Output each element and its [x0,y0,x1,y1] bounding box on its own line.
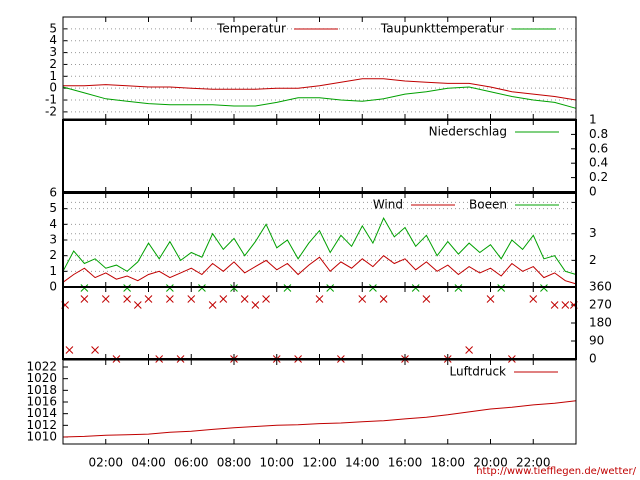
panel-frame [62,286,577,360]
y2-tick-label: 270 [589,298,612,312]
y-tick-label: 1010 [26,430,57,444]
y2-tick-label: 0.2 [589,170,608,184]
x-tick-label: 10:00 [259,456,294,470]
point [529,295,538,303]
x-tick-label: 20:00 [473,456,508,470]
y-tick-label: 0 [49,280,57,294]
legend-label: Wind [373,198,403,212]
x-tick-label: 12:00 [302,456,337,470]
x-tick-label: 22:00 [516,456,551,470]
point [133,301,142,309]
y-tick-label: 1022 [26,360,57,374]
point [422,295,431,303]
footer-url: http://www.tiefflegen.de/wetter/ [476,466,636,477]
y2-tick-label: 0 [589,352,597,366]
legend-label: Niederschlag [429,125,507,139]
series-line [63,78,577,101]
panel-frame [62,359,577,445]
x-tick-label: 14:00 [345,456,380,470]
y-tick-label: -2 [45,104,57,118]
y-tick-label: 5 [49,201,57,215]
y2-tick-label: 0.8 [589,127,608,141]
y-tick-label: 4 [49,217,57,231]
x-tick-label: 18:00 [430,456,465,470]
point [123,295,131,303]
y2-tick-label: 0 [589,185,597,199]
series-line [62,255,577,285]
y2-tick-label: 0.6 [589,141,608,155]
y2-tick-label: 1 [589,113,597,127]
y2-tick-label: 90 [589,334,604,348]
series-line [62,86,577,109]
point [486,295,495,303]
x-tick-label: 16:00 [388,456,423,470]
legend-label: Temperatur [216,22,286,36]
point [315,295,324,303]
y-tick-label: 1016 [26,395,57,409]
series-line [62,400,577,438]
y-tick-label: 1 [49,264,57,278]
point [262,295,270,303]
y-tick-label: 3 [49,45,57,59]
point [208,301,217,309]
y-tick-label: 1018 [26,383,57,397]
y2-tick-label: 3 [589,226,597,240]
point [80,295,89,303]
point [219,295,228,303]
y-tick-label: 2 [49,57,57,71]
point [166,295,174,303]
legend-label: Taupunkttemperatur [380,22,504,36]
point [358,295,367,303]
point [550,301,559,309]
point [240,295,249,303]
point [91,346,99,354]
x-tick-label: 02:00 [88,456,123,470]
x-tick-label: 04:00 [131,456,166,470]
y-tick-label: 2 [49,248,57,262]
y-tick-label: 0 [49,81,57,95]
x-tick-label: 08:00 [217,456,252,470]
y2-tick-label: 180 [589,316,612,330]
y-tick-label: 4 [49,33,57,47]
y-tick-label: 1014 [26,406,57,420]
point [465,346,473,354]
y-tick-label: 1020 [26,371,57,385]
point [187,295,196,303]
point [379,295,388,303]
point [144,295,153,303]
point [101,295,110,303]
y2-tick-label: 360 [589,280,612,294]
point [561,301,570,309]
y2-tick-label: 2 [589,253,597,267]
y-tick-label: 1012 [26,418,57,432]
y-tick-label: 3 [49,233,57,247]
point [65,346,74,354]
series-line [62,216,577,275]
y-tick-label: 5 [49,21,57,35]
point [251,301,260,309]
y-tick-label: 6 [49,186,57,200]
legend-label: Luftdruck [449,365,506,379]
legend-label: Boeen [469,198,507,212]
y-tick-label: 1 [49,69,57,83]
x-tick-label: 06:00 [174,456,209,470]
y2-tick-label: 0.4 [589,156,608,170]
y-tick-label: -1 [45,93,57,107]
